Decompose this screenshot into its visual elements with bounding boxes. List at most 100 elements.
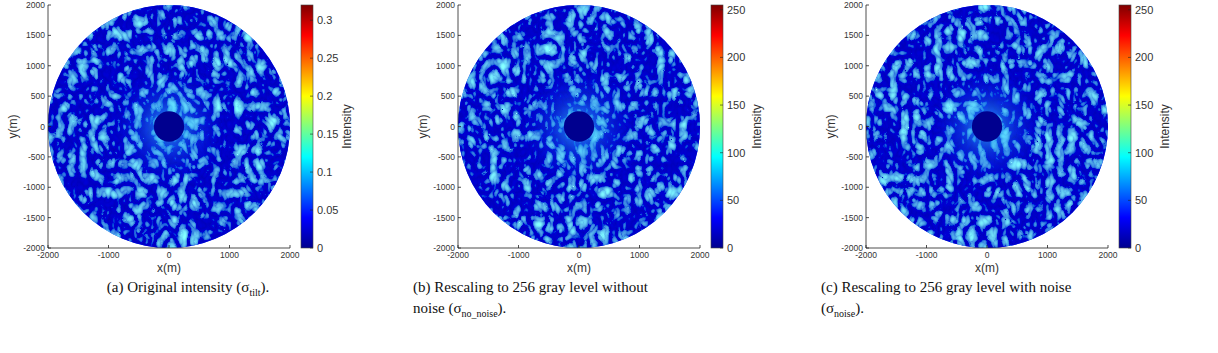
- colorbar-tick-label: 100: [1135, 147, 1153, 159]
- axes: -2000-1000010002000-2000-1500-1000-50005…: [824, 0, 1118, 275]
- y-tick-label: -1000: [433, 182, 455, 192]
- colorbar-tick: [1128, 57, 1131, 58]
- y-tick: [48, 126, 51, 127]
- colorbar-scale: [1119, 5, 1131, 248]
- colorbar-tick: [310, 58, 313, 59]
- y-tick-label: -1000: [841, 182, 863, 192]
- colorbar-tick-label: 150: [1135, 99, 1153, 111]
- caption-line: (a) Original intensity (σtilt).: [107, 279, 270, 298]
- colorbar-tick: [310, 248, 313, 249]
- y-tick: [458, 35, 461, 36]
- x-tick-label: 0: [985, 250, 990, 260]
- caption-text: ).: [261, 279, 270, 296]
- colorbar-tick: [1128, 105, 1131, 106]
- x-tick-label: -1000: [916, 250, 938, 260]
- x-tick: [518, 245, 519, 248]
- x-tick: [229, 245, 230, 248]
- plot-area: [48, 5, 290, 248]
- panel: -2000-1000010002000-2000-1500-1000-50005…: [6, 0, 354, 298]
- colorbar-tick: [720, 200, 723, 201]
- colorbar-tick-label: 0.25: [317, 52, 338, 64]
- colorbar-scale: [301, 5, 313, 248]
- caption-text: noise (σ: [413, 300, 462, 317]
- x-tick: [458, 245, 459, 248]
- y-tick: [48, 5, 51, 6]
- axes: -2000-1000010002000-2000-1500-1000-50005…: [6, 0, 300, 275]
- y-tick: [866, 217, 869, 218]
- x-tick-label: 2000: [281, 250, 300, 260]
- plot-area: [866, 5, 1108, 248]
- y-tick: [48, 156, 51, 157]
- caption-text: (b) Rescaling to 256 gray level without: [413, 279, 649, 296]
- caption-subscript: noise: [834, 308, 856, 319]
- colorbar-label: Intensity: [1158, 104, 1172, 149]
- y-tick-label: 0: [858, 122, 863, 132]
- caption-line: (c) Rescaling to 256 gray level with noi…: [821, 279, 1072, 296]
- y-tick: [458, 217, 461, 218]
- y-tick-label: -500: [28, 152, 45, 162]
- y-tick: [458, 65, 461, 66]
- y-tick: [866, 96, 869, 97]
- y-tick-label: 1500: [436, 30, 455, 40]
- x-tick: [579, 245, 580, 248]
- axes: -2000-1000010002000-2000-1500-1000-50005…: [416, 0, 710, 275]
- caption-text: (c) Rescaling to 256 gray level with noi…: [821, 279, 1072, 296]
- x-tick: [1047, 245, 1048, 248]
- colorbar-tick: [310, 96, 313, 97]
- colorbar-tick-label: 0: [1135, 242, 1141, 254]
- speckle: [866, 5, 1108, 248]
- x-tick-label: 1000: [1038, 250, 1057, 260]
- colorbar-tick: [1128, 200, 1131, 201]
- y-tick: [866, 248, 869, 249]
- x-label: x(m): [157, 261, 181, 275]
- caption-line: noise (σno_noise).: [413, 300, 506, 319]
- outer-disk: [866, 5, 1108, 248]
- colorbar-tick: [310, 210, 313, 211]
- colorbar-tick-label: 200: [727, 51, 745, 63]
- colorbar-tick-label: 0: [317, 242, 323, 254]
- inner-hole: [972, 111, 1002, 141]
- texture: [866, 5, 1108, 248]
- colorbar-tick-label: 150: [727, 99, 745, 111]
- y-tick-label: 1000: [844, 61, 863, 71]
- y-tick-label: 2000: [844, 0, 863, 10]
- y-tick: [866, 5, 869, 6]
- caption-text: ).: [855, 300, 864, 317]
- y-tick-label: 1000: [26, 61, 45, 71]
- colorbar-tick: [720, 152, 723, 153]
- y-tick-label: 2000: [436, 0, 455, 10]
- y-tick-label: 1000: [436, 61, 455, 71]
- x-tick: [639, 245, 640, 248]
- center-glow: [525, 72, 634, 181]
- speckle: [458, 5, 700, 248]
- colorbar-tick-label: 0.1: [317, 166, 332, 178]
- y-tick-label: 0: [40, 122, 45, 132]
- x-tick: [108, 245, 109, 248]
- y-tick: [866, 187, 869, 188]
- colorbar-tick-label: 250: [727, 4, 745, 16]
- y-tick-label: 500: [441, 91, 455, 101]
- y-tick: [48, 187, 51, 188]
- y-tick-label: -2000: [841, 243, 863, 253]
- colorbar-tick: [1128, 152, 1131, 153]
- inner-hole: [154, 111, 184, 141]
- colorbar-scale: [711, 5, 723, 248]
- colorbar-tick-label: 0.3: [317, 14, 332, 26]
- colorbar: 050100150200250Intensity: [711, 4, 764, 254]
- caption-line: (b) Rescaling to 256 gray level without: [413, 279, 649, 296]
- caption: (b) Rescaling to 256 gray level without n…: [413, 279, 649, 319]
- y-tick: [458, 187, 461, 188]
- y-tick: [458, 126, 461, 127]
- outer-disk: [458, 5, 700, 248]
- speckle: [48, 5, 290, 248]
- y-tick-label: 1500: [844, 30, 863, 40]
- colorbar-tick: [310, 134, 313, 135]
- x-tick-label: 2000: [1099, 250, 1118, 260]
- plot-area: [458, 5, 700, 248]
- y-label: y(m): [824, 115, 838, 139]
- texture: [458, 5, 700, 248]
- y-tick: [48, 217, 51, 218]
- y-label: y(m): [6, 115, 20, 139]
- y-tick-label: -1500: [841, 213, 863, 223]
- y-tick-label: -2000: [433, 243, 455, 253]
